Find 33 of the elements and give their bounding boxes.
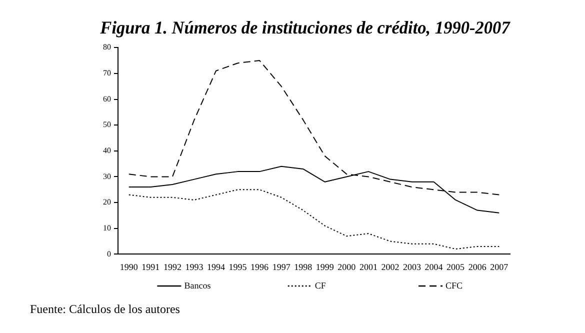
x-tick-label: 2002 bbox=[381, 262, 400, 272]
x-tick-label: 1996 bbox=[250, 262, 270, 272]
y-tick-label: 10 bbox=[103, 223, 111, 232]
x-tick-label: 2005 bbox=[446, 262, 466, 272]
line-series bbox=[128, 189, 500, 250]
y-tick-label: 60 bbox=[103, 94, 111, 104]
x-tick-label: 1997 bbox=[272, 262, 291, 272]
x-tick-label: 1999 bbox=[316, 262, 334, 272]
source-note: Fuente: Cálculos de los autores bbox=[30, 302, 180, 317]
x-tick-label: 2000 bbox=[338, 262, 356, 272]
x-tick-label: 1998 bbox=[294, 262, 313, 272]
x-tick-label: 1992 bbox=[163, 262, 182, 272]
y-tick-label: 30 bbox=[103, 172, 111, 181]
legend-label: CFC bbox=[446, 280, 463, 290]
y-tick-label: 0 bbox=[107, 249, 111, 258]
y-tick-label: 80 bbox=[103, 42, 111, 52]
x-tick-label: 1991 bbox=[142, 262, 160, 272]
y-tick-label: 50 bbox=[103, 120, 111, 130]
x-tick-label: 1990 bbox=[120, 262, 138, 272]
x-tick-label: 2006 bbox=[468, 262, 487, 272]
x-tick-label: 2007 bbox=[490, 262, 509, 272]
chart-title: Figura 1. Números de instituciones de crédito, 1990-2007 bbox=[99, 17, 511, 38]
x-tick-label: 1993 bbox=[185, 262, 204, 272]
x-tick-label: 1995 bbox=[228, 262, 248, 272]
x-tick-label: 2003 bbox=[403, 262, 422, 272]
x-tick-label: 2004 bbox=[424, 262, 444, 272]
y-tick-label: 40 bbox=[103, 146, 111, 155]
y-tick-label: 70 bbox=[103, 68, 111, 78]
y-tick-label: 20 bbox=[103, 198, 111, 207]
x-tick-label: 1994 bbox=[207, 262, 226, 272]
legend-label: CF bbox=[314, 280, 326, 290]
legend-label: Bancos bbox=[184, 280, 212, 290]
x-tick-label: 2001 bbox=[359, 262, 378, 272]
